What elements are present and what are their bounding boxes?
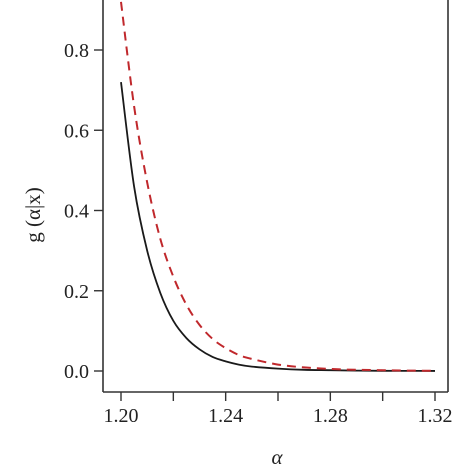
y-axis-title: g (α|x) <box>21 187 45 242</box>
series-layer <box>120 1 436 372</box>
x-tick-label: 1.32 <box>418 405 453 427</box>
y-tick-label: 0.2 <box>64 281 89 303</box>
x-tick-label: 1.28 <box>313 405 348 427</box>
y-tick-label: 0.6 <box>64 120 89 142</box>
y-tick-label: 0.4 <box>64 201 89 223</box>
x-tick-label: 1.20 <box>104 405 139 427</box>
axes-layer: 0.0 0.2 0.4 0.6 0.8 1.20 1.24 1.28 1.32 <box>64 0 453 427</box>
y-tick-label: 0.0 <box>64 361 89 383</box>
y-tick-label: 0.8 <box>64 40 89 62</box>
x-tick-label: 1.24 <box>208 405 243 427</box>
series-dashed-line <box>120 1 436 372</box>
x-axis-title: α <box>271 445 283 469</box>
series-solid-line <box>120 81 436 372</box>
